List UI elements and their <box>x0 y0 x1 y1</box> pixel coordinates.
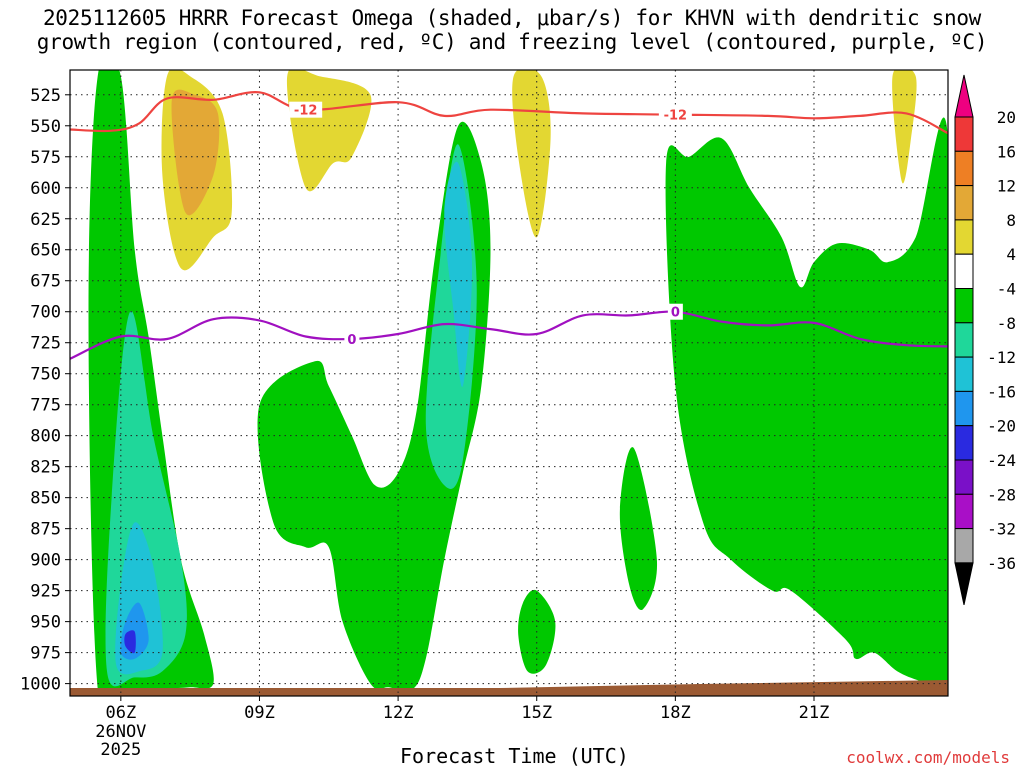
colorbar-label-6: -8 <box>997 314 1016 333</box>
colorbar-segment-8 <box>954 356 974 392</box>
y-tick-label-875: 875 <box>30 520 61 540</box>
colorbar-segment-10 <box>954 425 974 461</box>
omega-region-8 <box>444 161 473 387</box>
x-tick-label-06Z: 06Z <box>105 703 136 723</box>
isotherm-label-bg-0-1 <box>658 106 692 123</box>
colorbar-segment-7 <box>954 322 974 358</box>
omega-region-15 <box>892 70 917 184</box>
colorbar-label-13: -36 <box>987 554 1016 573</box>
colorbar: 20 16 12 8 4 -4 -8 -12 -16 -20 -24 -28 -32 -36 <box>954 74 1016 606</box>
y-tick-label-650: 650 <box>30 241 61 261</box>
colorbar-segment-13 <box>954 528 974 564</box>
colorbar-segment-1 <box>954 116 974 152</box>
x-tick-label-09Z: 09Z <box>244 703 275 723</box>
isotherm-line-0 <box>70 91 948 135</box>
isotherm-lines: -12 -12 0 0 <box>70 91 948 360</box>
omega-region-13 <box>286 70 372 192</box>
colorbar-segment-4 <box>954 219 974 255</box>
colorbar-label-7: -12 <box>987 348 1016 367</box>
isotherm-label-0-0: -12 <box>294 104 318 119</box>
y-tick-label-1000: 1000 <box>20 675 61 695</box>
omega-shading <box>88 70 948 696</box>
omega-region-10 <box>124 630 136 654</box>
omega-region-3 <box>619 447 658 611</box>
x-axis-label: Forecast Time (UTC) <box>400 744 629 768</box>
colorbar-segment-2 <box>954 150 974 187</box>
chart-title-line1: 2025112605 HRRR Forecast Omega (shaded, … <box>42 6 982 30</box>
y-tick-label-750: 750 <box>30 365 61 385</box>
y-axis: 525 550 575 600 625 650 675 700 725 750 775 800 825 8… <box>20 86 70 695</box>
isotherm-line-1 <box>70 310 948 360</box>
terrain-ground <box>70 680 948 696</box>
chart-title-line2: growth region (contoured, red, ºC) and f… <box>36 30 988 54</box>
isotherm-label-1-1: 0 <box>671 306 680 321</box>
isotherm-label-bg-1-0 <box>344 330 360 347</box>
isotherm-label-bg-0-0 <box>289 101 323 118</box>
colorbar-label-12: -32 <box>987 520 1016 539</box>
colorbar-label-4: 4 <box>1006 245 1016 264</box>
isotherm-label-1-0: 0 <box>347 333 356 348</box>
y-tick-label-575: 575 <box>30 148 61 168</box>
credit-text: coolwx.com/models <box>846 748 1010 767</box>
isotherm-label-0-1: -12 <box>664 109 688 124</box>
x-date-label-1: 2025 <box>100 740 141 760</box>
colorbar-segment-5 <box>954 253 974 289</box>
omega-region-12 <box>171 89 220 216</box>
isotherm-label-bg-1-1 <box>667 303 683 320</box>
x-tick-label-12Z: 12Z <box>383 703 414 723</box>
colorbar-segment-11 <box>954 459 974 495</box>
y-tick-label-800: 800 <box>30 427 61 447</box>
y-tick-label-675: 675 <box>30 272 61 292</box>
omega-region-16 <box>886 534 948 678</box>
colorbar-label-8: -16 <box>987 382 1016 401</box>
plot-frame <box>69 69 949 697</box>
grid-lines <box>70 70 948 696</box>
colorbar-label-3: 8 <box>1006 211 1016 230</box>
colorbar-label-11: -28 <box>987 485 1016 504</box>
colorbar-top-triangle <box>954 74 974 118</box>
y-tick-label-725: 725 <box>30 334 61 354</box>
colorbar-label-10: -24 <box>987 451 1016 470</box>
y-tick-label-600: 600 <box>30 179 61 199</box>
x-tick-label-15Z: 15Z <box>521 703 552 723</box>
y-tick-label-825: 825 <box>30 458 61 478</box>
y-tick-label-900: 900 <box>30 551 61 571</box>
y-tick-label-950: 950 <box>30 613 61 633</box>
y-tick-label-775: 775 <box>30 396 61 416</box>
x-tick-label-21Z: 21Z <box>799 703 830 723</box>
colorbar-segment-3 <box>954 185 974 221</box>
colorbar-segment-12 <box>954 493 974 530</box>
colorbar-segment-9 <box>954 390 974 427</box>
colorbar-bottom-triangle <box>954 562 974 606</box>
colorbar-label-9: -20 <box>987 417 1016 436</box>
omega-region-1 <box>257 121 491 692</box>
y-tick-label-925: 925 <box>30 582 61 602</box>
x-date-label-0: 26NOV <box>95 722 146 742</box>
y-tick-label-525: 525 <box>30 86 61 106</box>
colorbar-segment-6 <box>954 288 974 324</box>
colorbar-label-0: 20 <box>997 108 1016 127</box>
y-tick-label-625: 625 <box>30 210 61 230</box>
colorbar-label-5: -4 <box>997 280 1016 299</box>
colorbar-label-1: 16 <box>997 142 1016 161</box>
chart-title: 2025112605 HRRR Forecast Omega (shaded, … <box>0 6 1024 54</box>
omega-region-4 <box>665 117 948 696</box>
y-tick-label-975: 975 <box>30 644 61 664</box>
y-tick-label-700: 700 <box>30 303 61 323</box>
colorbar-label-2: 12 <box>997 177 1016 196</box>
y-tick-label-550: 550 <box>30 117 61 137</box>
x-tick-label-18Z: 18Z <box>660 703 691 723</box>
y-tick-label-850: 850 <box>30 489 61 509</box>
